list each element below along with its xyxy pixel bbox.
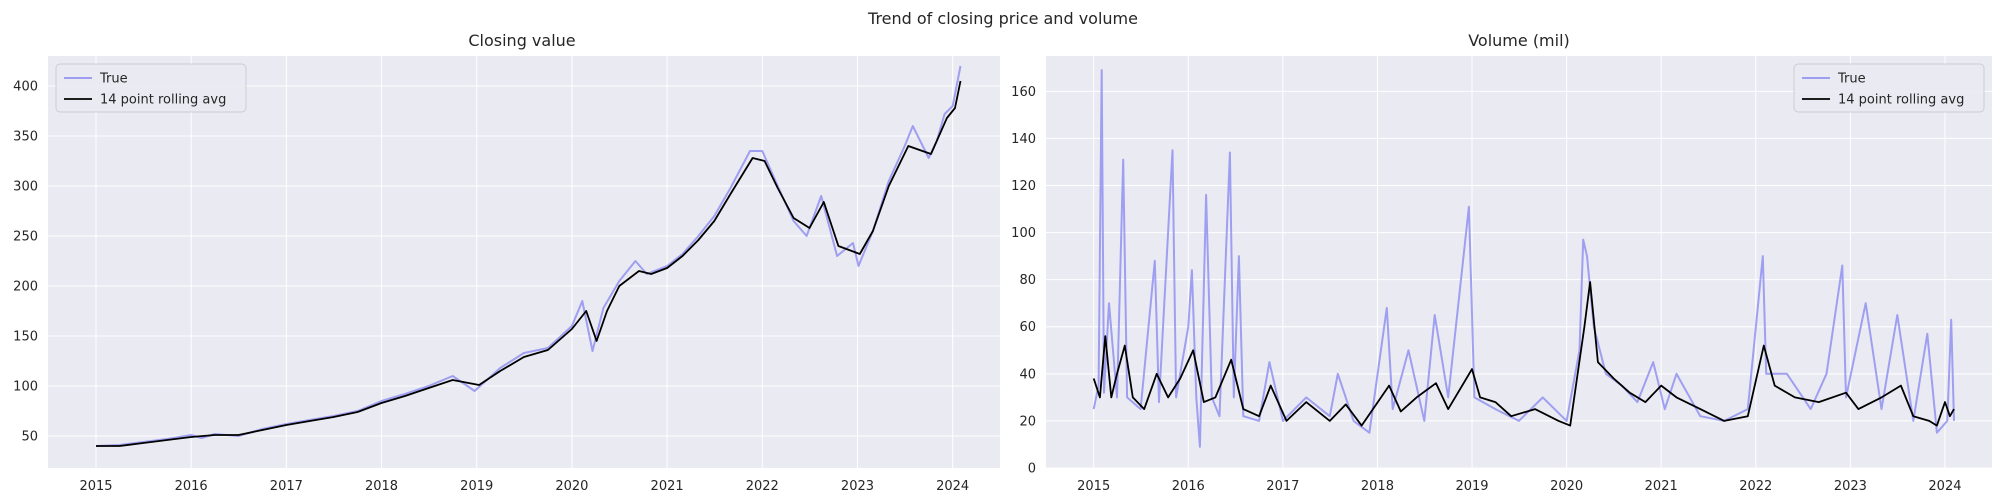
legend-label: True (1837, 72, 1866, 87)
legend-label: 14 point rolling avg (1838, 93, 1964, 108)
plot-area (48, 56, 1000, 468)
series-rolling-avg-line (96, 80, 962, 447)
x-tick-label: 2023 (1834, 479, 1867, 494)
chart-title: Closing value (468, 31, 575, 50)
y-tick-label: 0 (1028, 462, 1036, 477)
y-tick-label: 200 (13, 280, 38, 295)
series-rolling-avg-line (1092, 281, 1955, 427)
x-tick-label: 2019 (1455, 479, 1488, 494)
x-tick-label: 2017 (270, 479, 303, 494)
y-tick-label: 250 (13, 230, 38, 245)
x-tick-label: 2016 (175, 479, 208, 494)
x-tick-label: 2022 (746, 479, 779, 494)
x-tick-label: 2015 (79, 479, 112, 494)
y-tick-label: 300 (13, 180, 38, 195)
legend-label: True (99, 72, 128, 87)
y-tick-label: 120 (1011, 179, 1036, 194)
x-tick-label: 2016 (1172, 479, 1205, 494)
legend: True 14 point rolling avg (1793, 63, 1985, 113)
y-tick-label: 20 (1019, 414, 1036, 429)
legend: True 14 point rolling avg (55, 63, 247, 113)
y-tick-label: 400 (13, 80, 38, 95)
x-tick-label: 2020 (555, 479, 588, 494)
x-tick-label: 2015 (1077, 479, 1110, 494)
y-tick-label: 60 (1019, 320, 1036, 335)
chart-closing-value: Closing value 2015 2016 2017 2018 2019 2020 20… (13, 31, 1000, 494)
chart-volume: Volume (mil) 2015 2016 2017 2018 2019 2020 202… (1011, 31, 1992, 494)
y-tick-label: 150 (13, 330, 38, 345)
series-true-line (95, 65, 962, 447)
y-tick-label: 50 (21, 430, 38, 445)
x-tick-label: 2021 (651, 479, 684, 494)
x-tick-label: 2018 (1361, 479, 1394, 494)
y-tick-label: 350 (13, 130, 38, 145)
x-tick-label: 2017 (1266, 479, 1299, 494)
x-tick-label: 2022 (1739, 479, 1772, 494)
y-tick-label: 100 (1011, 226, 1036, 241)
x-tick-label: 2021 (1645, 479, 1678, 494)
figure-title: Trend of closing price and volume (867, 9, 1138, 28)
series-true-line (1092, 69, 1955, 448)
y-tick-label: 40 (1019, 367, 1036, 382)
y-tick-label: 80 (1019, 273, 1036, 288)
x-tick-label: 2018 (365, 479, 398, 494)
x-tick-label: 2024 (936, 479, 969, 494)
x-tick-label: 2023 (841, 479, 874, 494)
chart-title: Volume (mil) (1468, 31, 1570, 50)
x-tick-label: 2020 (1550, 479, 1583, 494)
legend-label: 14 point rolling avg (100, 93, 226, 108)
y-tick-label: 160 (1011, 85, 1036, 100)
x-tick-label: 2019 (460, 479, 493, 494)
x-tick-label: 2024 (1928, 479, 1961, 494)
y-tick-label: 100 (13, 380, 38, 395)
y-tick-label: 140 (1011, 132, 1036, 147)
